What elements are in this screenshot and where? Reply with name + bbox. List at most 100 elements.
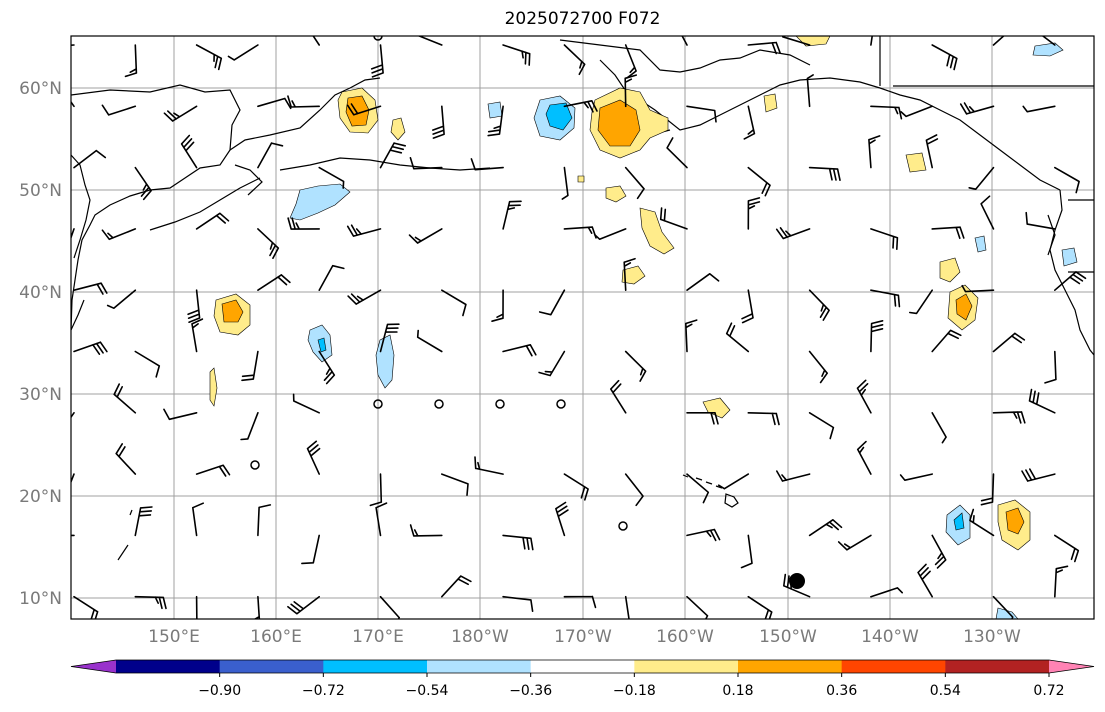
- wind-barb: [71, 534, 75, 537]
- wind-barb: [741, 289, 754, 324]
- wind-barb: [113, 383, 137, 414]
- wind-barb: [292, 393, 320, 414]
- wind-barb: [163, 408, 198, 421]
- wind-barb: [1054, 565, 1069, 598]
- wind-barb: [124, 44, 138, 78]
- wind-barb: [969, 508, 995, 537]
- wind-barb: [808, 412, 835, 440]
- colorbar: [70, 659, 1095, 674]
- wind-barb: [163, 105, 198, 122]
- colorbar-tick-label: −0.18: [613, 683, 656, 699]
- wind-barb: [555, 501, 569, 537]
- wind-barb: [563, 44, 586, 76]
- colorbar-tick-label: 0.18: [722, 683, 753, 699]
- wind-barb: [347, 289, 382, 305]
- wind-barb: [192, 502, 204, 537]
- wind-barb: [409, 157, 443, 170]
- wind-barb: [743, 105, 756, 140]
- wind-barb: [725, 322, 750, 353]
- wind-barb: [240, 412, 259, 441]
- wind-barb: [783, 573, 811, 598]
- wind-barb: [747, 41, 781, 55]
- lat-label: 20°N: [19, 487, 62, 507]
- wind-barb: [870, 228, 899, 250]
- wind-barb: [101, 104, 137, 116]
- colorbar-segment: [530, 660, 635, 673]
- wind-barb: [115, 443, 137, 475]
- wind-barb: [301, 534, 320, 565]
- wind-barb: [775, 227, 811, 240]
- wind-barb: [538, 289, 566, 316]
- wind-barb: [870, 587, 903, 598]
- lat-label: 10°N: [19, 589, 62, 609]
- wind-barb: [610, 379, 627, 414]
- wind-barb: [253, 595, 261, 619]
- wind-barb: [101, 228, 137, 241]
- wind-barb: [227, 44, 259, 61]
- colorbar-segment: [738, 660, 843, 673]
- wind-barb: [538, 350, 566, 377]
- wind-barb: [686, 412, 719, 425]
- wind-barb: [287, 217, 320, 230]
- wind-barb: [487, 105, 504, 137]
- wind-barb: [623, 257, 636, 291]
- wind-barb: [747, 166, 771, 197]
- wind-barb: [195, 44, 223, 71]
- wind-barb: [369, 473, 383, 507]
- wind-barb: [502, 200, 522, 230]
- wind-barb: [686, 273, 720, 291]
- wind-barb: [474, 456, 504, 475]
- colorbar-tick-label: −0.90: [198, 683, 241, 699]
- wind-barb: [416, 329, 443, 353]
- wind-barb: [134, 506, 153, 537]
- lat-label: 50°N: [19, 181, 62, 201]
- wind-barb: [931, 329, 962, 353]
- colorbar-segment: [323, 660, 428, 673]
- lon-label: 160°W: [656, 627, 714, 647]
- lon-label: 130°W: [963, 627, 1021, 647]
- wind-barb: [961, 284, 995, 293]
- colorbar-segment: [945, 660, 1050, 673]
- lat-label: 40°N: [19, 283, 62, 303]
- colorbar-segment: [116, 660, 221, 673]
- latitude-labels: 60°N 50°N 40°N 30°N 20°N 10°N: [19, 79, 62, 609]
- wind-barb: [959, 102, 995, 115]
- wind-barb: [624, 350, 647, 382]
- wind-barb: [73, 149, 107, 169]
- colorbar-tick-label: 0.36: [826, 683, 857, 699]
- wind-barbs: [71, 36, 1087, 619]
- wind-barb: [195, 595, 198, 619]
- wind-barb: [318, 350, 336, 385]
- wind-barb: [346, 103, 382, 116]
- wind-barb: [370, 44, 384, 78]
- wind-barb: [624, 74, 637, 108]
- wind-barb: [257, 228, 280, 259]
- wind-barb: [624, 595, 630, 619]
- wind-barb: [187, 289, 201, 323]
- wind-barb: [180, 134, 198, 169]
- wind-barb: [899, 473, 933, 481]
- wind-barb: [1028, 388, 1056, 414]
- wind-barb: [686, 105, 717, 123]
- wind-barb: [931, 412, 947, 444]
- wind-barb: [470, 158, 504, 171]
- colorbar-segment: [427, 660, 532, 673]
- wind-barb: [747, 197, 761, 230]
- wind-barb: [837, 534, 872, 551]
- wind-barb: [968, 166, 995, 190]
- wind-barb: [808, 519, 843, 537]
- wind-barb: [686, 595, 709, 619]
- wind-barb: [71, 412, 75, 419]
- wind-barb: [808, 350, 828, 384]
- negative-anomaly-contours: [289, 42, 1078, 619]
- wind-barb: [681, 36, 688, 46]
- plot-frame: [70, 35, 1095, 620]
- wind-barb: [106, 289, 137, 309]
- wind-barb: [1054, 534, 1080, 563]
- wind-barb: [776, 470, 811, 482]
- lon-label: 160°E: [250, 627, 302, 647]
- map-title: 2025072700 F072: [504, 9, 661, 29]
- wind-barb: [992, 332, 1026, 353]
- wind-barb: [257, 142, 284, 169]
- wind-barb: [870, 36, 874, 46]
